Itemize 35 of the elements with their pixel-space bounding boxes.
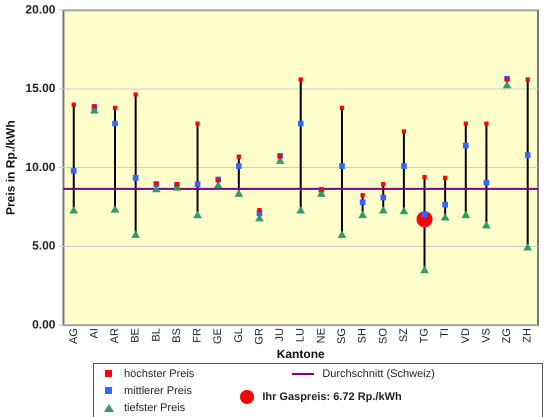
y-axis-title: Preis in Rp./kWh: [4, 120, 18, 215]
x-tick-label: SH: [356, 328, 369, 344]
y-tick-label: 0.00: [32, 317, 56, 332]
x-tick-label: NE: [315, 328, 328, 344]
x-tick-label: TG: [418, 328, 431, 344]
x-tick-label: GL: [232, 328, 245, 343]
y-tick-label: 15.00: [25, 81, 56, 96]
x-tick-label: AG: [68, 328, 80, 344]
x-tick-label: FR: [192, 328, 204, 343]
legend-label: mittlerer Preis: [124, 384, 192, 396]
x-tick-label: BS: [170, 328, 183, 343]
x-tick-label: ZH: [522, 328, 534, 343]
x-tick-label: VD: [460, 328, 472, 344]
x-tick-label: VS: [480, 328, 492, 343]
x-tick-label: AI: [88, 328, 100, 339]
x-tick-label: GR: [253, 328, 266, 345]
x-tick-label: JU: [274, 328, 286, 342]
legend-label: Ihr Gaspreis: 6.72 Rp./kWh: [262, 390, 402, 402]
x-tick-label: LU: [294, 328, 307, 342]
x-tick-label: TI: [439, 328, 452, 338]
x-tick-label: SO: [377, 328, 390, 344]
x-tick-label: AR: [109, 328, 122, 344]
x-tick-label: BL: [150, 328, 162, 342]
x-axis-title: Kantone: [276, 347, 326, 362]
x-tick-label: SG: [336, 328, 348, 344]
x-tick-label: ZG: [501, 328, 514, 344]
x-tick-label: BE: [130, 328, 142, 343]
legend-label: tiefster Preis: [124, 402, 186, 414]
x-tick-label: GE: [212, 328, 224, 344]
legend-label: Durchschnitt (Schweiz): [322, 368, 435, 380]
legend-label: höchster Preis: [124, 368, 194, 380]
y-tick-label: 10.00: [25, 160, 56, 174]
y-tick-label: 5.00: [32, 238, 56, 253]
y-tick-label: 20.00: [25, 2, 56, 17]
x-tick-label: SZ: [398, 328, 410, 342]
